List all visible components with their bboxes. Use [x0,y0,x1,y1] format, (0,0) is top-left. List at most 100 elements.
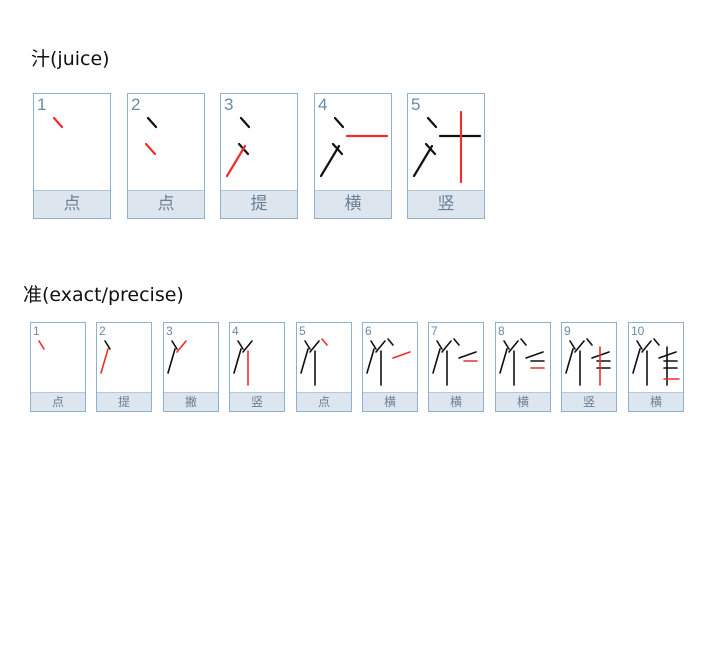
stroke-glyph [52,116,64,129]
stroke-name-label: 点 [34,190,110,218]
previous-stroke [333,116,345,129]
stroke-glyph [300,338,328,386]
stroke-name-label: 点 [31,392,85,411]
previous-stroke [632,348,641,374]
stroke-glyph [632,338,680,386]
stroke-name-label: 横 [429,392,483,411]
stroke-number: 6 [365,324,372,338]
stroke-name-label: 横 [629,392,683,411]
stroke-glyph [319,116,389,178]
stroke-number: 1 [37,95,47,114]
stroke-number: 5 [299,324,306,338]
stroke-glyph [233,340,253,386]
current-stroke [392,351,411,359]
stroke-name-label: 撇 [164,392,218,411]
previous-stroke [412,144,434,178]
previous-stroke [304,340,311,350]
previous-stroke [171,340,178,350]
previous-stroke [233,348,242,374]
stroke-number: 10 [631,324,645,338]
previous-stroke [453,338,460,346]
previous-stroke [636,340,643,350]
current-stroke [144,142,157,156]
previous-stroke [309,340,320,353]
previous-stroke [458,351,477,359]
previous-stroke [239,116,251,129]
section-title-zhun: 准(exact/precise) [23,284,184,306]
stroke-name-label: 提 [221,190,297,218]
stroke-name-label: 点 [297,392,351,411]
previous-stroke [426,116,438,129]
stroke-number: 3 [224,95,234,114]
stroke-glyph [144,116,158,156]
previous-stroke [242,340,253,353]
previous-stroke [375,340,386,353]
current-stroke [321,338,328,346]
previous-stroke [146,116,158,129]
stroke-name-label: 竖 [230,392,284,411]
previous-stroke [653,338,660,346]
previous-stroke [436,340,443,350]
stroke-number: 2 [131,95,141,114]
stroke-card-10: 10 横 [628,322,684,412]
previous-stroke [104,340,111,350]
stroke-glyph [167,340,187,374]
previous-stroke [366,348,375,374]
previous-stroke [370,340,377,350]
previous-stroke [508,340,519,353]
stroke-name-label: 横 [363,392,417,411]
stroke-number: 7 [431,324,438,338]
previous-stroke [586,338,593,346]
previous-stroke [167,348,176,374]
stroke-glyph [366,338,411,386]
stroke-number: 3 [166,324,173,338]
stroke-number: 5 [411,95,421,114]
stroke-glyph [38,340,45,350]
stroke-glyph [412,110,482,184]
previous-stroke [641,340,652,353]
previous-stroke [520,338,527,346]
stroke-number: 9 [564,324,571,338]
previous-stroke [503,340,510,350]
stroke-number: 4 [318,95,328,114]
stroke-name-label: 竖 [562,392,616,411]
stroke-name-label: 竖 [408,190,484,218]
previous-stroke [300,348,309,374]
previous-stroke [525,351,544,359]
stroke-glyph [432,338,478,386]
stroke-number: 8 [498,324,505,338]
previous-stroke [237,340,244,350]
previous-stroke [432,348,441,374]
stroke-glyph [100,340,111,374]
section-title-zhi: 汁(juice) [31,48,110,70]
current-stroke [52,116,64,129]
stroke-glyph [225,116,251,178]
stroke-number: 1 [33,324,40,338]
previous-stroke [565,348,574,374]
previous-stroke [499,348,508,374]
previous-stroke [387,338,394,346]
stroke-name-label: 横 [496,392,550,411]
current-stroke [38,340,45,350]
previous-stroke [319,144,341,178]
previous-stroke [574,340,585,353]
current-stroke [176,340,187,353]
stroke-name-label: 点 [128,190,204,218]
stroke-glyph [565,338,611,386]
previous-stroke [569,340,576,350]
current-stroke [100,348,109,374]
